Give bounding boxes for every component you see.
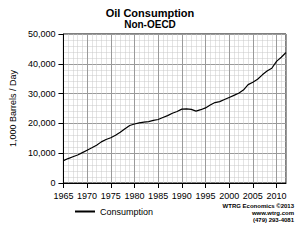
svg-text:10,000: 10,000 <box>28 148 56 158</box>
svg-text:WTRG Economics ©2013: WTRG Economics ©2013 <box>223 203 295 209</box>
svg-text:1,000 Barrels / Day: 1,000 Barrels / Day <box>8 69 18 147</box>
svg-text:2010: 2010 <box>267 191 287 201</box>
svg-text:2005: 2005 <box>243 191 263 201</box>
svg-text:20,000: 20,000 <box>28 118 56 128</box>
svg-text:1980: 1980 <box>124 191 144 201</box>
svg-text:1985: 1985 <box>148 191 168 201</box>
svg-text:1995: 1995 <box>195 191 215 201</box>
svg-text:1990: 1990 <box>172 191 192 201</box>
svg-text:40,000: 40,000 <box>28 59 56 69</box>
svg-text:Non-OECD: Non-OECD <box>124 19 176 30</box>
svg-text:1975: 1975 <box>101 191 121 201</box>
svg-text:0: 0 <box>50 178 55 188</box>
svg-text:2000: 2000 <box>219 191 239 201</box>
svg-text:1970: 1970 <box>77 191 97 201</box>
svg-text:(479) 293-4081: (479) 293-4081 <box>253 217 295 223</box>
svg-text:Consumption: Consumption <box>100 207 153 217</box>
svg-text:30,000: 30,000 <box>28 89 56 99</box>
svg-text:50,000: 50,000 <box>28 29 56 39</box>
svg-text:www.wtrg.com: www.wtrg.com <box>251 210 294 216</box>
svg-text:Oil Consumption: Oil Consumption <box>106 7 195 19</box>
svg-text:1965: 1965 <box>53 191 73 201</box>
